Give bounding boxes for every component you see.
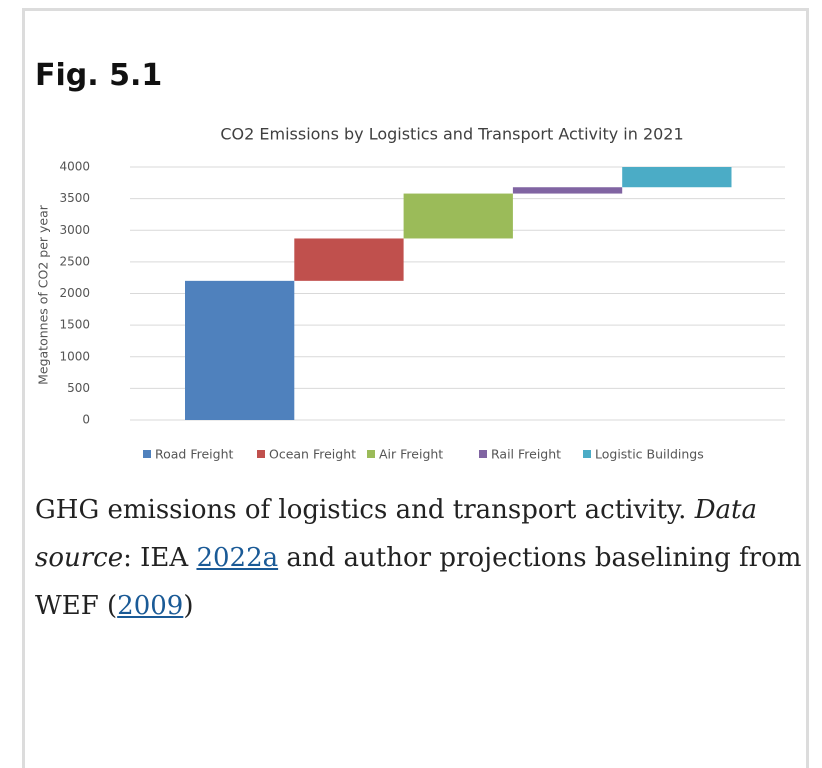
chart: CO2 Emissions by Logistics and Transport… bbox=[36, 125, 785, 462]
bar bbox=[622, 167, 732, 188]
bar bbox=[403, 193, 513, 239]
legend-swatch bbox=[143, 450, 151, 458]
caption-text: ) bbox=[183, 591, 194, 621]
legend-swatch bbox=[479, 450, 487, 458]
reference-link[interactable]: 2009 bbox=[117, 591, 184, 621]
y-tick-label: 4000 bbox=[59, 160, 90, 174]
y-tick-label: 3000 bbox=[59, 223, 90, 237]
bar bbox=[294, 238, 404, 281]
y-tick-label: 1500 bbox=[59, 318, 90, 332]
legend-label: Road Freight bbox=[155, 447, 234, 462]
caption-text: and author projections baselining from W… bbox=[35, 543, 802, 621]
legend-label: Logistic Buildings bbox=[595, 447, 704, 462]
y-tick-label: 500 bbox=[67, 381, 90, 395]
caption-text: : IEA bbox=[123, 543, 197, 573]
legend-swatch bbox=[583, 450, 591, 458]
chart-title: CO2 Emissions by Logistics and Transport… bbox=[220, 125, 683, 144]
bar bbox=[512, 187, 623, 194]
caption: GHG emissions of logistics and transport… bbox=[35, 486, 805, 630]
y-tick-label: 3500 bbox=[59, 191, 90, 205]
caption-text: GHG emissions of logistics and transport… bbox=[35, 495, 695, 525]
page: {"figure_label": "Fig. 5.1", "chart_data… bbox=[22, 8, 809, 768]
legend-label: Ocean Freight bbox=[269, 447, 356, 462]
y-axis-label: Megatonnes of CO2 per year bbox=[36, 204, 51, 385]
figure-label: Fig. 5.1 bbox=[35, 58, 163, 93]
legend-swatch bbox=[367, 450, 375, 458]
reference-link[interactable]: 2022a bbox=[196, 543, 279, 573]
caption-italic: Data source bbox=[35, 495, 757, 573]
figure-frame bbox=[22, 8, 809, 768]
y-tick-label: 2500 bbox=[59, 254, 90, 268]
y-tick-label: 2000 bbox=[59, 286, 90, 300]
y-tick-label: 1000 bbox=[59, 349, 90, 363]
bar bbox=[185, 280, 295, 420]
y-tick-label: 0 bbox=[82, 413, 90, 427]
legend-label: Rail Freight bbox=[491, 447, 561, 462]
legend-swatch bbox=[257, 450, 265, 458]
legend-label: Air Freight bbox=[379, 447, 443, 462]
